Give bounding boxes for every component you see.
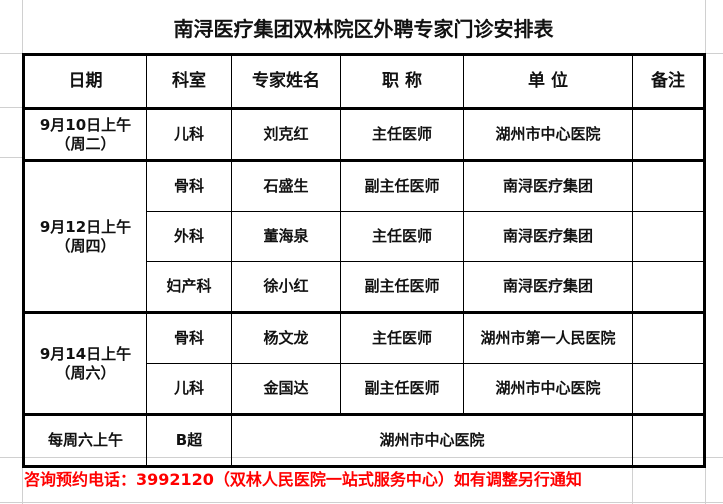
- note-cell[interactable]: [632, 413, 705, 467]
- contact-footer: 咨询预约电话：3992120（双林人民医院一站式服务中心）如有调整另行通知: [24, 470, 582, 489]
- rank-cell[interactable]: 主任医师: [340, 311, 464, 364]
- date: 9月12日上午: [39, 217, 132, 236]
- table-row: 外科 董海泉 主任医师 南浔医疗集团: [24, 211, 705, 262]
- unit-cell[interactable]: 南浔医疗集团: [463, 261, 633, 313]
- table-row: 妇产科 徐小红 副主任医师 南浔医疗集团: [24, 261, 705, 313]
- table-row: 儿科 金国达 副主任医师 湖州市中心医院: [24, 363, 705, 415]
- dept-cell[interactable]: 儿科: [146, 108, 232, 161]
- gridline: [632, 457, 633, 504]
- unit-cell[interactable]: 湖州市中心医院: [463, 363, 633, 415]
- header-dept[interactable]: 科室: [146, 54, 232, 110]
- unit-cell[interactable]: 南浔医疗集团: [463, 211, 633, 262]
- table-row: 9月14日上午 （周六） 骨科 杨文龙 主任医师 湖州市第一人民医院: [23, 311, 705, 415]
- unit-cell[interactable]: 湖州市第一人民医院: [463, 311, 633, 364]
- header-date[interactable]: 日期: [23, 54, 147, 110]
- name-cell[interactable]: 杨文龙: [231, 311, 341, 364]
- weekday: （周四）: [55, 236, 116, 255]
- header-unit[interactable]: 单 位: [463, 54, 633, 110]
- table-row: 每周六上午 B超 湖州市中心医院: [23, 413, 705, 467]
- rank-cell[interactable]: 主任医师: [340, 211, 464, 262]
- date: 9月14日上午: [39, 344, 132, 363]
- note-cell[interactable]: [632, 211, 705, 262]
- dept-cell[interactable]: B超: [146, 413, 232, 467]
- dept-cell[interactable]: 骨科: [146, 159, 232, 212]
- gridline: [0, 53, 22, 54]
- name-cell[interactable]: 金国达: [231, 363, 341, 415]
- rank-cell[interactable]: 主任医师: [340, 108, 464, 161]
- date-cell[interactable]: 每周六上午: [23, 413, 147, 467]
- unit-cell[interactable]: 湖州市中心医院: [463, 108, 633, 161]
- header-name[interactable]: 专家姓名: [231, 54, 341, 110]
- name-cell[interactable]: 徐小红: [231, 261, 341, 313]
- note-cell[interactable]: [632, 159, 705, 212]
- unit-cell[interactable]: 南浔医疗集团: [463, 159, 633, 212]
- weekday: （周二）: [55, 134, 116, 153]
- table-row: 9月12日上午 （周四） 骨科 石盛生 副主任医师 南浔医疗集团: [23, 159, 705, 313]
- gridline: [705, 53, 723, 54]
- sheet-title: 南浔医疗集团双林院区外聘专家门诊安排表: [173, 17, 554, 41]
- rank-cell[interactable]: 副主任医师: [340, 261, 464, 313]
- name-cell[interactable]: 石盛生: [231, 159, 341, 212]
- header-rank[interactable]: 职 称: [340, 54, 464, 110]
- date-cell[interactable]: 9月12日上午 （周四）: [23, 159, 147, 313]
- schedule-table: 日期 科室 专家姓名 职 称 单 位 备注 9月10日上午 （周二） 儿科 刘克红…: [22, 53, 706, 468]
- note-cell[interactable]: [632, 261, 705, 313]
- unit-cell[interactable]: 湖州市中心医院: [231, 413, 633, 467]
- dept-cell[interactable]: 外科: [146, 211, 232, 262]
- gridline: [0, 502, 723, 503]
- name-cell[interactable]: 董海泉: [231, 211, 341, 262]
- date-cell[interactable]: 9月14日上午 （周六）: [23, 311, 147, 415]
- dept-cell[interactable]: 妇产科: [146, 261, 232, 313]
- date-cell[interactable]: 9月10日上午 （周二）: [23, 108, 147, 161]
- gridline: [0, 157, 22, 158]
- note-cell[interactable]: [632, 108, 705, 161]
- table-row: 9月10日上午 （周二） 儿科 刘克红 主任医师 湖州市中心医院: [23, 108, 705, 161]
- weekday: （周六）: [55, 363, 116, 382]
- rank-cell[interactable]: 副主任医师: [340, 159, 464, 212]
- date: 9月10日上午: [39, 115, 132, 134]
- note-cell[interactable]: [632, 363, 705, 415]
- note-cell[interactable]: [632, 311, 705, 364]
- dept-cell[interactable]: 儿科: [146, 363, 232, 415]
- gridline: [0, 107, 22, 108]
- header-note[interactable]: 备注: [632, 54, 705, 110]
- header-row: 日期 科室 专家姓名 职 称 单 位 备注: [23, 54, 705, 110]
- name-cell[interactable]: 刘克红: [231, 108, 341, 161]
- rank-cell[interactable]: 副主任医师: [340, 363, 464, 415]
- dept-cell[interactable]: 骨科: [146, 311, 232, 364]
